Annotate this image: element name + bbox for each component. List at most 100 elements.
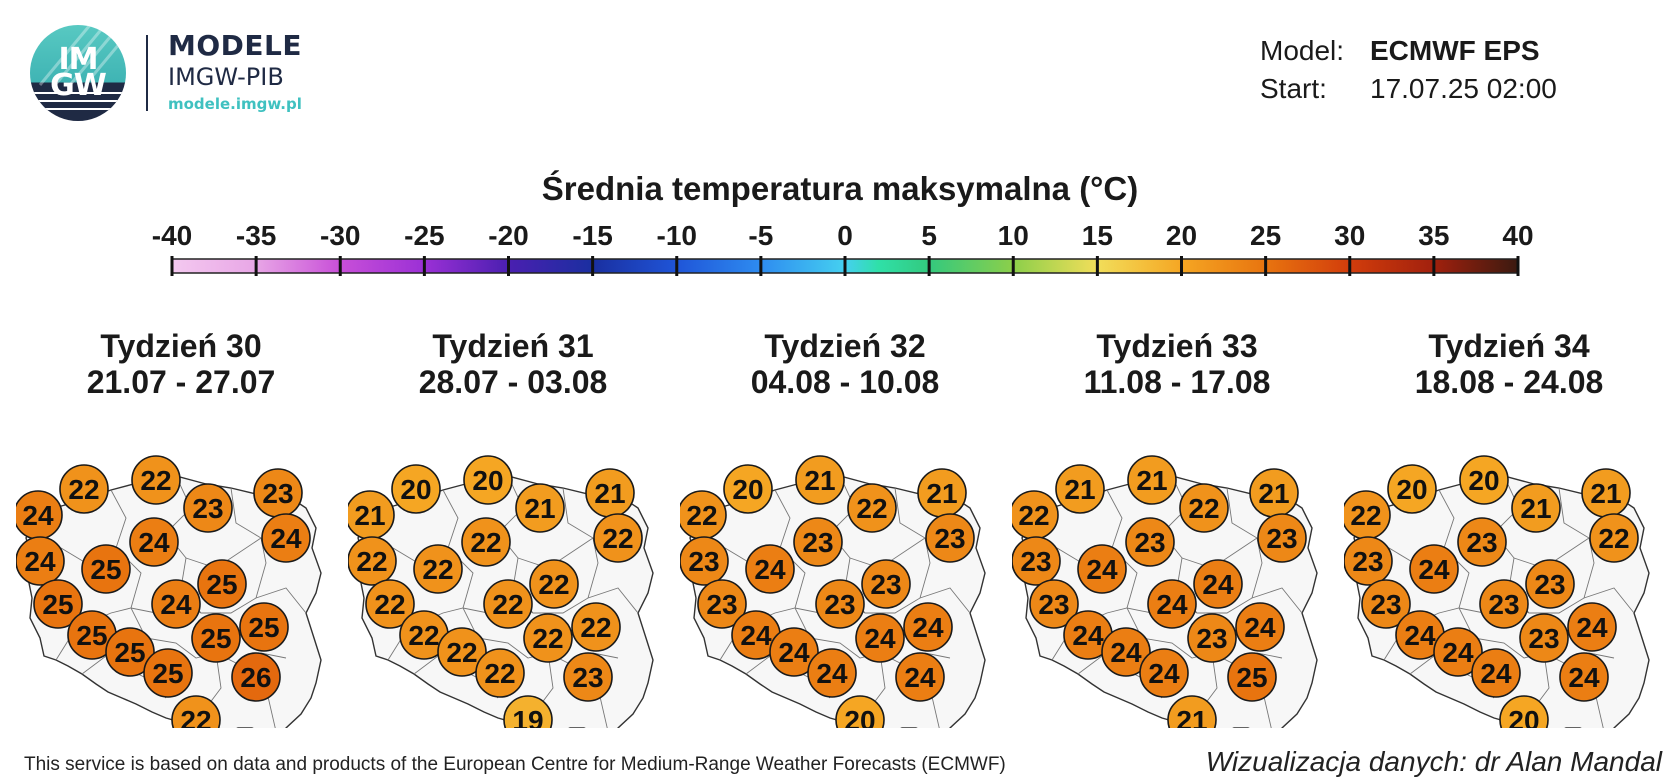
station-bubble: 22 [131,455,181,505]
station-temperature: 25 [200,623,231,654]
week-label: Tydzień 31 [432,328,594,364]
station-temperature: 22 [492,589,523,620]
station-temperature: 23 [1020,546,1051,577]
station-temperature: 25 [152,658,183,689]
station-bubble-circle [1147,579,1197,629]
station-bubble-circle [1167,695,1217,728]
station-temperature: 25 [114,637,145,668]
station-bubble-circle [523,613,573,663]
station-temperature: 24 [1244,612,1276,643]
scale-tick-label: 30 [1334,220,1365,251]
scale-tick-label: -5 [748,220,773,251]
week-dates: 04.08 - 10.08 [750,364,940,400]
station-bubble-circle [1125,517,1175,567]
station-bubble: 23 [815,579,865,629]
station-temperature: 23 [870,569,901,600]
station-bubble-circle [1055,464,1105,514]
station-temperature: 25 [206,569,237,600]
station-bubble: 22 [1589,513,1639,563]
station-bubble: 21 [795,455,845,505]
scale-tick-label: -30 [320,220,360,251]
station-bubble: 22 [680,490,727,540]
station-bubble: 23 [1457,517,1507,567]
station-temperature: 23 [1038,589,1069,620]
station-temperature: 23 [1266,523,1297,554]
station-bubble: 24 [261,513,311,563]
station-bubble-circle [183,483,233,533]
station-temperature: 23 [572,662,603,693]
station-bubble: 25 [239,602,289,652]
logo-url[interactable]: modele.imgw.pl [168,95,302,113]
station-bubble: 19 [503,695,553,728]
station-bubble: 24 [1193,559,1243,609]
model-label: Model: [1260,35,1345,66]
station-bubble-circle [143,648,193,698]
station-bubble-circle [1387,464,1437,514]
station-bubble: 24 [1235,602,1285,652]
station-temperature: 22 [856,493,887,524]
station-bubble: 22 [59,464,109,514]
station-bubble-circle [1459,455,1509,505]
station-temperature: 24 [1480,658,1512,689]
station-bubble: 24 [1395,610,1445,660]
station-temperature: 24 [1418,554,1450,585]
station-temperature: 20 [400,474,431,505]
station-bubble-circle [571,602,621,652]
station-temperature: 25 [90,554,121,585]
station-bubble: 20 [1387,464,1437,514]
station-temperature: 21 [1520,493,1551,524]
map-title: Średnia temperatura maksymalna (°C) [541,170,1139,207]
station-bubble: 20 [391,464,441,514]
station-bubble: 24 [1409,544,1459,594]
station-bubble-circle [925,513,975,563]
station-bubble-circle [847,483,897,533]
station-temperature: 23 [192,493,223,524]
station-bubble: 24 [807,648,857,698]
station-bubble: 24 [1101,627,1151,677]
station-bubble: 23 [1361,579,1411,629]
week-panel: Tydzień 33 11.08 - 17.08 21 21 22 21 22 23 23 2… [1012,328,1342,728]
station-bubble: 23 [1479,579,1529,629]
start-row: Start: 17.07.25 02:00 [1260,70,1557,108]
station-bubble: 23 [563,652,613,702]
station-bubble-circle [1433,627,1483,677]
week-panel: Tydzień 30 21.07 - 27.07 22 22 23 23 24 24 24 2… [16,328,346,728]
station-bubble-circle [1409,544,1459,594]
logo-divider [146,35,148,111]
station-bubble-circle [895,652,945,702]
station-bubble-circle [239,602,289,652]
station-temperature: 22 [408,620,439,651]
station-temperature: 22 [532,623,563,654]
station-bubble: 21 [348,490,395,540]
week-dates: 18.08 - 24.08 [1414,364,1604,400]
station-bubble: 23 [183,483,233,533]
station-bubble-circle [1457,517,1507,567]
station-bubble: 21 [1167,695,1217,728]
station-bubble: 22 [1179,483,1229,533]
station-bubble-circle [1525,559,1575,609]
station-bubble-circle [131,455,181,505]
logo-subtitle: IMGW-PIB [168,63,284,91]
station-bubble-circle [680,536,729,586]
station-bubble-circle [231,652,281,702]
station-temperature: 21 [354,500,385,531]
station-temperature: 22 [686,500,717,531]
station-temperature: 24 [912,612,944,643]
scale-tick-label: 40 [1502,220,1533,251]
station-temperature: 20 [1508,705,1539,728]
station-bubble: 23 [1344,536,1393,586]
station-bubble: 24 [1559,652,1609,702]
station-bubble: 22 [593,513,643,563]
station-temperature: 20 [844,705,875,728]
station-bubble: 23 [253,468,303,518]
station-temperature: 23 [688,546,719,577]
station-bubble: 24 [129,517,179,567]
station-temperature: 22 [538,569,569,600]
station-temperature: 22 [140,465,171,496]
station-bubble-circle [437,627,487,677]
station-bubble-circle [745,544,795,594]
station-bubble-circle [503,695,553,728]
logo-circle-icon [30,25,126,121]
station-bubble-circle [475,648,525,698]
